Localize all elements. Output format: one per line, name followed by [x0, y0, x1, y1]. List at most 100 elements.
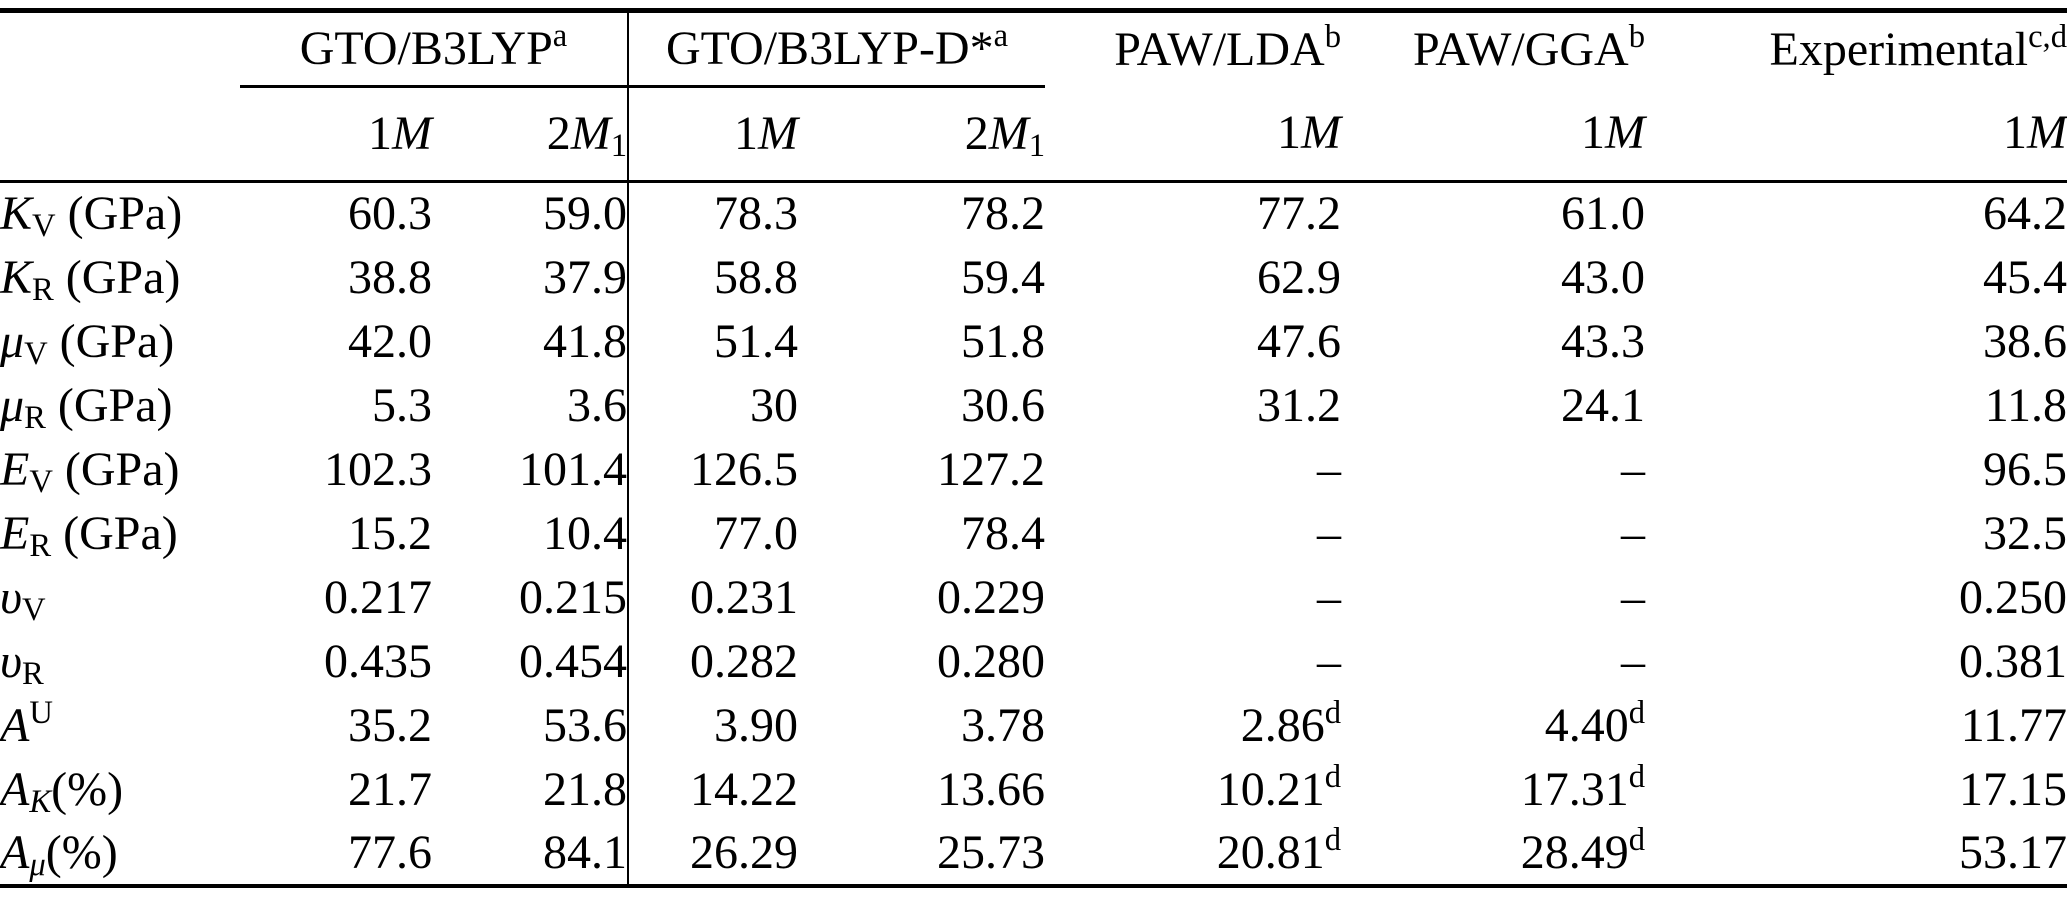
row-label: KV (GPa) [0, 187, 183, 245]
table-row-2: μV (GPa) 42.0 41.8 51.4 51.8 47.6 43.3 38.6 [0, 309, 2067, 374]
value-cell: – [1621, 570, 1646, 624]
value-cell: – [1621, 506, 1646, 560]
value-cell: 30.6 [961, 378, 1046, 432]
value-cell: – [1317, 442, 1342, 496]
table-row-3: μR (GPa) 5.3 3.6 30 30.6 31.2 24.1 11.8 [0, 373, 2067, 438]
value-cell: 43.3 [1561, 314, 1646, 368]
value-cell: 59.4 [961, 250, 1046, 304]
value-cell: 43.0 [1561, 250, 1646, 304]
value-cell: 5.3 [372, 378, 432, 432]
value-cell: 101.4 [432, 437, 629, 502]
header-corner-cell [0, 11, 240, 87]
value-cell: 13.66 [937, 762, 1046, 816]
table-row-4: EV (GPa) 102.3 101.4 126.5 127.2 – – 96.5 [0, 437, 2067, 502]
row-label: EV (GPa) [0, 442, 180, 500]
value-cell: 64.2 [1983, 187, 2067, 241]
value-cell: 14.22 [690, 762, 798, 816]
value-cell: 21.7 [348, 762, 432, 816]
value-cell: 45.4 [1983, 250, 2067, 304]
value-cell: 42.0 [348, 314, 432, 368]
value-cell: 0.454 [432, 629, 629, 694]
value-cell: 0.231 [690, 570, 798, 624]
value-cell: 3.90 [714, 698, 798, 752]
value-cell: 17.31d [1520, 758, 1646, 816]
header-group-cell-4: Experimentalc,d [1769, 18, 2067, 76]
value-cell: 51.8 [961, 314, 1046, 368]
table-row-5: ER (GPa) 15.2 10.4 77.0 78.4 – – 32.5 [0, 501, 2067, 566]
row-label: υR [0, 634, 44, 692]
value-cell: 10.21d [1216, 758, 1342, 816]
row-label: AU [0, 694, 53, 752]
row-label: υV [0, 570, 46, 628]
value-cell: 4.40d [1544, 694, 1646, 752]
value-cell: – [1317, 570, 1342, 624]
value-cell: 77.2 [1257, 187, 1342, 241]
value-cell: 20.81d [1216, 821, 1342, 879]
value-cell: 11.77 [1960, 698, 2067, 752]
subheader-cell-6: 1M [1645, 86, 2067, 183]
value-cell: 78.2 [961, 187, 1046, 241]
value-cell: 59.0 [432, 181, 629, 246]
subheader-cell-2: 1M [628, 86, 798, 183]
value-cell: 32.5 [1983, 506, 2067, 560]
header-group-cell-0: GTO/B3LYPa [240, 10, 629, 88]
value-cell: – [1317, 506, 1342, 560]
value-cell: 10.4 [432, 501, 629, 566]
value-cell: 17.15 [1959, 762, 2067, 816]
value-cell: 0.215 [432, 565, 629, 630]
row-label: ER (GPa) [0, 506, 178, 564]
table-body: KV (GPa) 60.3 59.0 78.3 78.2 77.2 61.0 64.2 KR (… [0, 181, 2067, 886]
table-header: GTO/B3LYPa GTO/B3LYP-D*a PAW/LDAb PAW/GGAb E… [0, 10, 2067, 183]
value-cell: 126.5 [690, 442, 798, 496]
table-row-7: υR 0.435 0.454 0.282 0.280 – – 0.381 [0, 629, 2067, 694]
value-cell: – [1621, 634, 1646, 688]
row-label: μR (GPa) [0, 378, 173, 436]
value-cell: 84.1 [432, 821, 629, 886]
value-cell: 21.8 [432, 757, 629, 822]
value-cell: 3.6 [432, 373, 629, 438]
table-row-8: AU 35.2 53.6 3.90 3.78 2.86d 4.40d 11.77 [0, 693, 2067, 758]
value-cell: 58.8 [714, 250, 798, 304]
subheader-cell-1: 2M1 [432, 86, 629, 183]
subheader-cell-4: 1M [1045, 86, 1342, 183]
row-label: AK(%) [0, 762, 124, 820]
value-cell: 38.6 [1983, 314, 2067, 368]
value-cell: 47.6 [1257, 314, 1342, 368]
row-label: μV (GPa) [0, 314, 175, 372]
subheader-cell-0: 1M [240, 86, 432, 183]
value-cell: 11.8 [1984, 378, 2067, 432]
table-row-0: KV (GPa) 60.3 59.0 78.3 78.2 77.2 61.0 64.2 [0, 181, 2067, 246]
value-cell: 61.0 [1561, 187, 1646, 241]
elastic-properties-table: GTO/B3LYPa GTO/B3LYP-D*a PAW/LDAb PAW/GGAb E… [0, 8, 2067, 888]
value-cell: 28.49d [1520, 821, 1646, 879]
value-cell: 38.8 [348, 250, 432, 304]
value-cell: 15.2 [348, 506, 432, 560]
table-row-1: KR (GPa) 38.8 37.9 58.8 59.4 62.9 43.0 45.4 [0, 245, 2067, 310]
value-cell: – [1317, 634, 1342, 688]
value-cell: – [1621, 442, 1646, 496]
value-cell: 2.86d [1240, 694, 1342, 752]
value-cell: 60.3 [348, 187, 432, 241]
value-cell: 30 [750, 378, 798, 432]
value-cell: 0.282 [690, 634, 798, 688]
value-cell: 24.1 [1561, 378, 1646, 432]
value-cell: 102.3 [324, 442, 432, 496]
value-cell: 53.6 [432, 693, 629, 758]
value-cell: 78.4 [961, 506, 1046, 560]
value-cell: 77.0 [714, 506, 798, 560]
header-group-row: GTO/B3LYPa GTO/B3LYP-D*a PAW/LDAb PAW/GGAb E… [0, 10, 2067, 88]
header-subrow: 1M 2M1 1M 2M1 1M 1M 1M [0, 86, 2067, 183]
value-cell: 37.9 [432, 245, 629, 310]
value-cell: 51.4 [714, 314, 798, 368]
value-cell: 0.250 [1959, 570, 2067, 624]
subheader-corner-cell [0, 86, 240, 183]
value-cell: 0.229 [937, 570, 1046, 624]
row-label: KR (GPa) [0, 250, 181, 308]
value-cell: 78.3 [714, 187, 798, 241]
value-cell: 0.435 [324, 634, 432, 688]
table-row-10: Aμ(%) 77.6 84.1 26.29 25.73 20.81d 28.49d 53.17 [0, 821, 2067, 886]
table-row-6: υV 0.217 0.215 0.231 0.229 – – 0.250 [0, 565, 2067, 630]
subheader-cell-3: 2M1 [798, 86, 1046, 183]
subheader-cell-5: 1M [1341, 86, 1646, 183]
